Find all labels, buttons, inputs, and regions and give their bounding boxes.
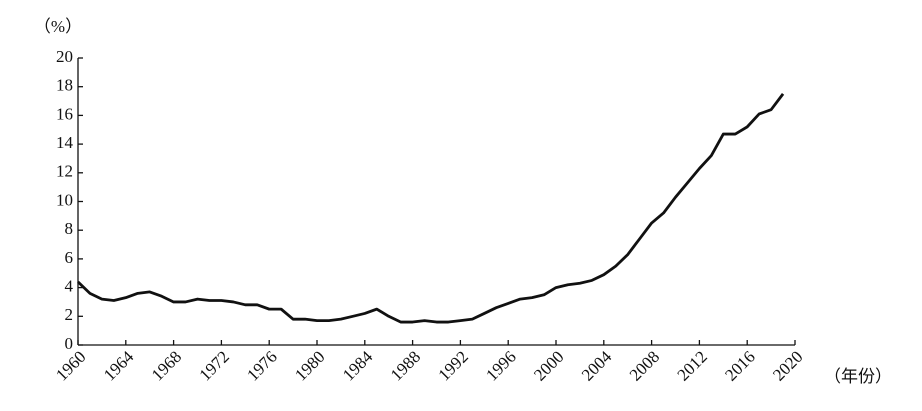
- x-tick-label: 1984: [339, 347, 377, 385]
- y-axis-label: （%）: [34, 17, 82, 36]
- x-tick-label: 1996: [482, 347, 519, 384]
- x-tick-label: 1972: [196, 347, 233, 384]
- y-tick-label: 12: [56, 162, 73, 181]
- y-tick-label: 6: [65, 248, 74, 267]
- y-tick-label: 8: [65, 219, 74, 238]
- y-tick-label: 18: [56, 76, 73, 95]
- x-tick-label: 1992: [435, 347, 472, 384]
- x-tick-label: 1964: [100, 347, 138, 385]
- x-tick-label: 2012: [674, 347, 711, 384]
- x-tick-label: 2020: [769, 347, 806, 384]
- x-tick-label: 2008: [626, 347, 663, 384]
- x-tick-label: 1980: [291, 347, 328, 384]
- y-tick-label: 0: [65, 334, 74, 353]
- x-tick-label: 2000: [530, 347, 567, 384]
- y-tick-label: 14: [56, 133, 74, 152]
- y-tick-label: 20: [56, 47, 73, 66]
- y-tick-label: 16: [56, 104, 73, 123]
- x-axis-label: （年份）: [824, 367, 892, 386]
- y-tick-label: 10: [56, 190, 73, 209]
- y-tick-label: 4: [65, 277, 74, 296]
- y-tick-label: 2: [65, 305, 74, 324]
- x-tick-label: 1960: [52, 347, 89, 384]
- x-tick-label: 2004: [578, 347, 616, 385]
- x-tick-label: 1976: [243, 347, 280, 384]
- x-tick-label: 2016: [721, 347, 758, 384]
- data-line: [77, 93, 785, 324]
- x-tick-label: 1988: [387, 347, 424, 384]
- x-tick-label: 1968: [148, 347, 185, 384]
